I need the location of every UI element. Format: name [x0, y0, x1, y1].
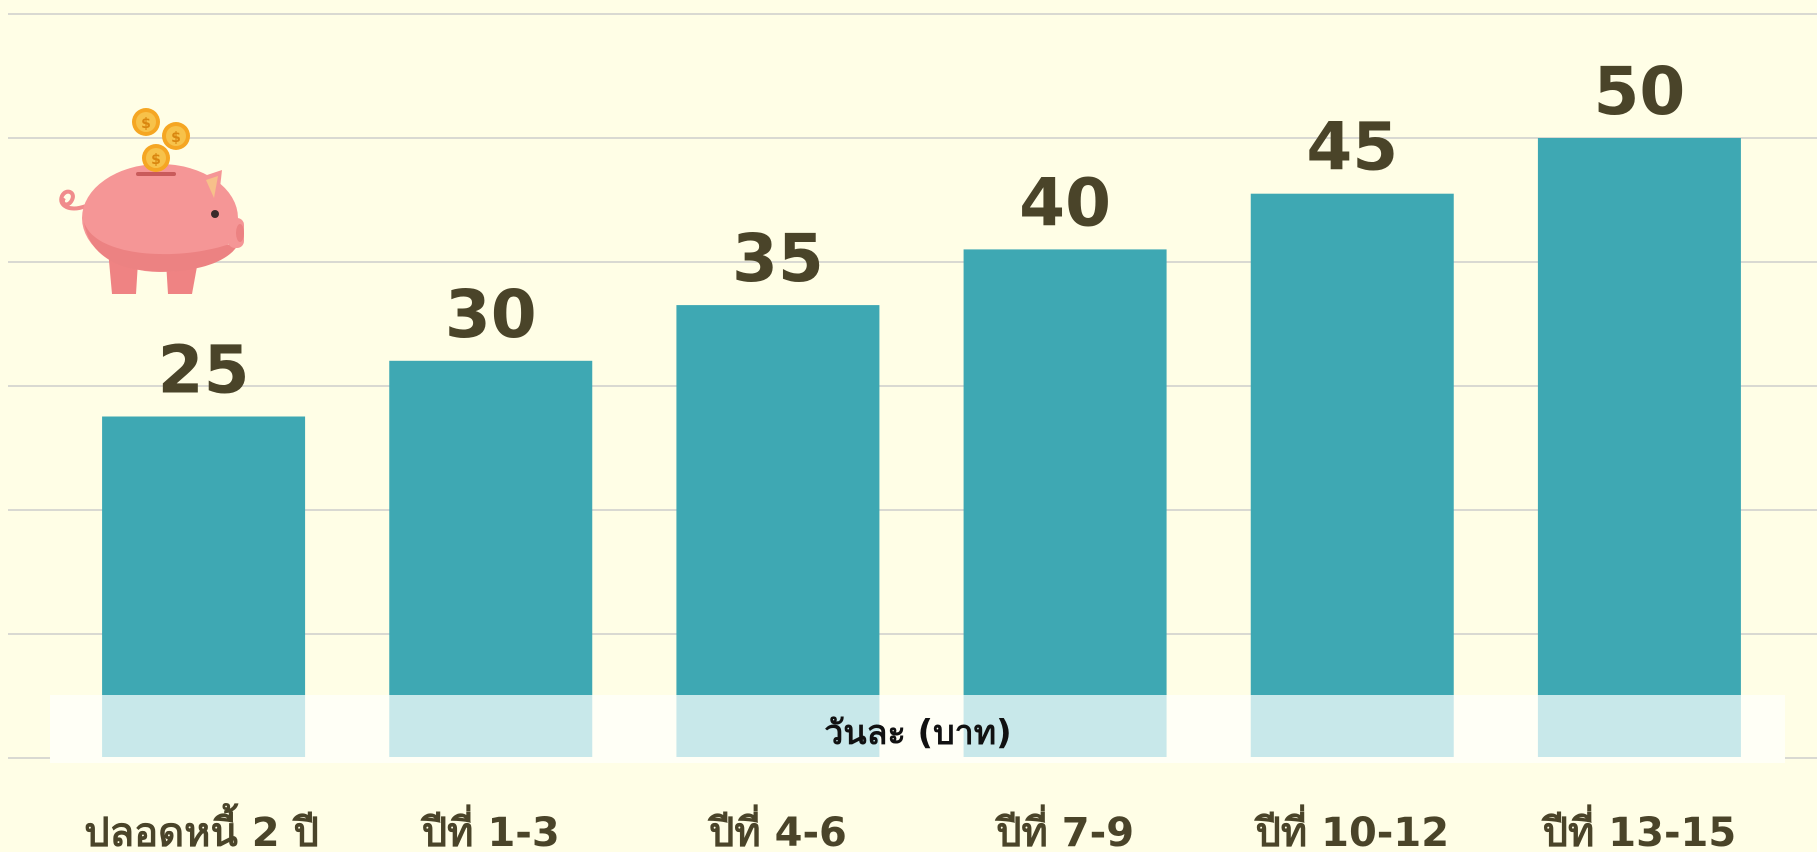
value-label: 25: [158, 332, 250, 409]
svg-text:$: $: [141, 116, 151, 132]
value-label: 50: [1593, 53, 1685, 130]
category-labels: ปลอดหนี้ 2 ปี ปีที่ 1-3 ปีที่ 4-6 ปีที่ 7-9…: [84, 803, 1736, 852]
band-background: [50, 695, 1785, 763]
bar-band-segment: [963, 695, 1167, 757]
coin-icon: $: [162, 122, 190, 150]
bar: [389, 360, 593, 695]
coin-icon: $: [132, 108, 160, 136]
bar: [1250, 193, 1454, 695]
bar-band-segment: [676, 695, 880, 757]
bar: [1537, 138, 1741, 695]
category-label: ปีที่ 1-3: [420, 804, 559, 852]
category-label: ปีที่ 13-15: [1541, 804, 1736, 852]
bar: [963, 249, 1167, 695]
value-label: 35: [732, 220, 824, 297]
bar-band-segment: [1537, 695, 1741, 757]
category-label: ปีที่ 7-9: [995, 804, 1134, 852]
svg-text:$: $: [151, 152, 161, 168]
value-label: 40: [1019, 164, 1111, 241]
value-label: 30: [445, 276, 537, 353]
value-labels: 25 30 35 40 45 50: [158, 53, 1686, 409]
category-label: ปลอดหนี้ 2 ปี: [84, 803, 319, 852]
bar: [676, 305, 880, 695]
svg-text:$: $: [171, 130, 181, 146]
band-label: วันละ (บาท): [824, 713, 1011, 753]
piggy-bank-icon: $ $ $: [59, 108, 244, 294]
bar: [102, 416, 306, 695]
bars: [102, 138, 1741, 695]
bar-band-segment: [1250, 695, 1454, 757]
category-label: ปีที่ 4-6: [707, 804, 846, 852]
coin-icon: $: [142, 144, 170, 172]
bar-band-segment: [102, 695, 306, 757]
category-label: ปีที่ 10-12: [1254, 804, 1449, 852]
bar-band-segment: [389, 695, 593, 757]
value-label: 45: [1306, 109, 1398, 186]
label-band: [50, 695, 1785, 763]
